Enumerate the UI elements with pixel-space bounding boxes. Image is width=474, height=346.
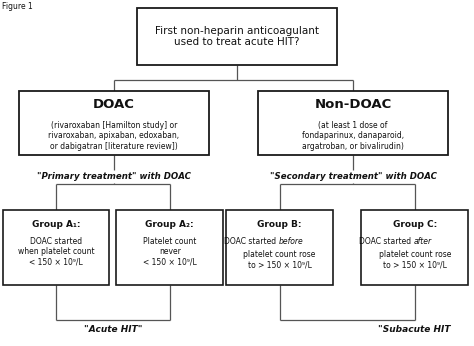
Text: "Acute HIT": "Acute HIT" (83, 325, 142, 334)
Text: Figure 1: Figure 1 (2, 2, 33, 11)
FancyBboxPatch shape (226, 210, 333, 284)
Text: (at least 1 dose of
fondaparinux, danaparoid,
argatroban, or bivalirudin): (at least 1 dose of fondaparinux, danapa… (302, 121, 404, 151)
Text: platelet count rose
to > 150 × 10⁹/L: platelet count rose to > 150 × 10⁹/L (244, 250, 316, 269)
Text: platelet count rose
to > 150 × 10⁹/L: platelet count rose to > 150 × 10⁹/L (379, 250, 451, 269)
Text: DOAC started
when platelet count
< 150 × 10⁹/L: DOAC started when platelet count < 150 ×… (18, 237, 94, 266)
Text: before: before (279, 237, 303, 246)
Text: DOAC started: DOAC started (359, 237, 414, 246)
FancyBboxPatch shape (258, 91, 448, 155)
Text: "Primary treatment" with DOAC: "Primary treatment" with DOAC (37, 172, 191, 181)
Text: Platelet count
never
< 150 × 10⁹/L: Platelet count never < 150 × 10⁹/L (143, 237, 197, 266)
Text: (rivaroxaban [Hamilton study] or
rivaroxaban, apixaban, edoxaban,
or dabigatran : (rivaroxaban [Hamilton study] or rivarox… (48, 121, 179, 151)
Text: "Subacute HIT: "Subacute HIT (379, 325, 451, 334)
Text: Group C:: Group C: (392, 220, 437, 229)
FancyBboxPatch shape (137, 8, 337, 65)
FancyBboxPatch shape (3, 210, 109, 284)
FancyBboxPatch shape (19, 91, 209, 155)
Text: Group A₁:: Group A₁: (32, 220, 80, 229)
Text: Non-DOAC: Non-DOAC (315, 98, 392, 111)
Text: "Secondary treatment" with DOAC: "Secondary treatment" with DOAC (270, 172, 437, 181)
Text: Group B:: Group B: (257, 220, 302, 229)
FancyBboxPatch shape (361, 210, 468, 284)
Text: First non-heparin anticoagulant
used to treat acute HIT?: First non-heparin anticoagulant used to … (155, 26, 319, 47)
Text: DOAC: DOAC (93, 98, 135, 111)
Text: DOAC started: DOAC started (224, 237, 279, 246)
FancyBboxPatch shape (117, 210, 223, 284)
Text: after: after (414, 237, 432, 246)
Text: Group A₂:: Group A₂: (146, 220, 194, 229)
